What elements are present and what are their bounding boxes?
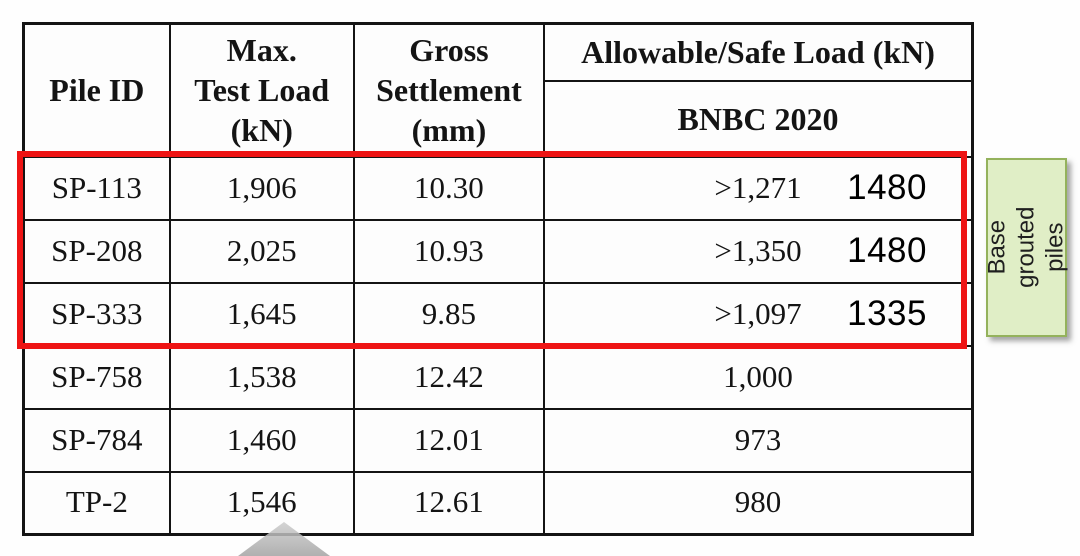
cell-pile-id: SP-113	[22, 155, 171, 221]
table-row: TP-2 1,546 12.61 980	[22, 470, 974, 536]
handwritten-load-annotation: 1480	[847, 168, 927, 208]
cell-gross-settlement: 10.93	[352, 218, 546, 284]
pile-load-test-table: Pile ID Max. Test Load (kN) Gross Settle…	[22, 22, 974, 536]
header-allowable-safe-load: Allowable/Safe Load (kN)	[543, 22, 974, 82]
header-bnbc-2020: BNBC 2020	[543, 79, 974, 158]
cell-bnbc-load: >1,271 1480	[543, 155, 974, 221]
cell-gross-settlement: 9.85	[352, 281, 546, 347]
cell-max-test-load: 2,025	[168, 218, 355, 284]
cell-max-test-load: 1,538	[168, 344, 355, 410]
base-grouted-piles-callout: Base grouted piles	[983, 158, 1068, 337]
table-row: SP-333 1,645 9.85 >1,097 1335	[22, 281, 974, 347]
cell-gross-settlement: 10.30	[352, 155, 546, 221]
cell-max-test-load: 1,906	[168, 155, 355, 221]
bnbc-load-value: 973	[734, 421, 782, 457]
handwritten-load-annotation: 1335	[847, 294, 927, 334]
cell-bnbc-load: >1,350 1480	[543, 218, 974, 284]
cell-max-test-load: 1,460	[168, 407, 355, 473]
cell-gross-settlement: 12.61	[352, 470, 546, 536]
callout-label: Base grouted piles	[983, 206, 1068, 289]
header-gross-settlement: Gross Settlement (mm)	[352, 22, 546, 158]
table-row: SP-113 1,906 10.30 >1,271 1480	[22, 155, 974, 221]
cell-bnbc-load: 973	[543, 407, 974, 473]
cell-bnbc-load: 1,000	[543, 344, 974, 410]
cell-pile-id: SP-784	[22, 407, 171, 473]
cell-bnbc-load: >1,097 1335	[543, 281, 974, 347]
handwritten-load-annotation: 1480	[847, 231, 927, 271]
cell-gross-settlement: 12.01	[352, 407, 546, 473]
cell-pile-id: SP-333	[22, 281, 171, 347]
bnbc-load-value: >1,350	[714, 232, 802, 268]
table-row: SP-208 2,025 10.93 >1,350 1480	[22, 218, 974, 284]
header-pile-id: Pile ID	[22, 22, 171, 158]
cell-gross-settlement: 12.42	[352, 344, 546, 410]
cell-max-test-load: 1,546	[168, 470, 355, 536]
bnbc-load-value: 980	[734, 484, 782, 520]
bnbc-load-value: 1,000	[723, 358, 793, 394]
cell-pile-id: SP-758	[22, 344, 171, 410]
cell-pile-id: TP-2	[22, 470, 171, 536]
cell-pile-id: SP-208	[22, 218, 171, 284]
header-max-test-load: Max. Test Load (kN)	[168, 22, 355, 158]
bnbc-load-value: >1,271	[714, 169, 802, 205]
cell-bnbc-load: 980	[543, 470, 974, 536]
cell-max-test-load: 1,645	[168, 281, 355, 347]
table-row: SP-758 1,538 12.42 1,000	[22, 344, 974, 410]
bnbc-load-value: >1,097	[714, 295, 802, 331]
table-row: SP-784 1,460 12.01 973	[22, 407, 974, 473]
